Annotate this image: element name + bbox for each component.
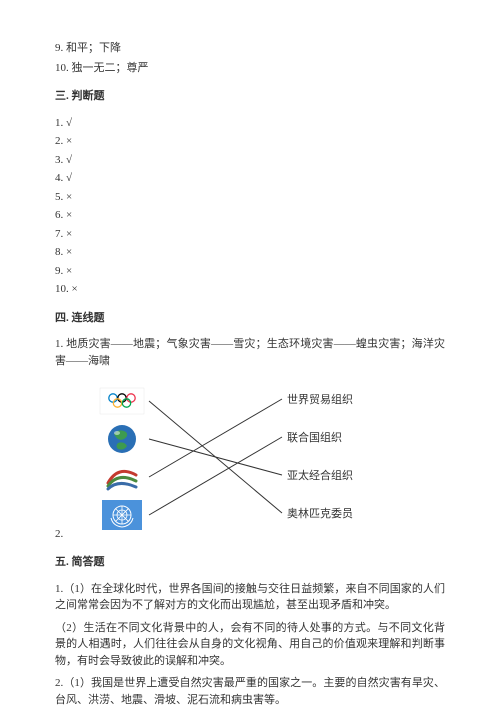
- judge-1: 1. √: [55, 115, 445, 132]
- judge-5: 5. ×: [55, 189, 445, 206]
- matching-diagram-row: 2. 世界贸易组织联合国组织亚太经合组织奥林匹克委员: [55, 375, 445, 542]
- short-answer-1-1: 1.（1）在全球化时代，世界各国间的接触与交往日益频繁，来自不同国家的人们之间常…: [55, 581, 445, 614]
- fill-item-9: 9. 和平；下降: [55, 40, 445, 57]
- section-5-title: 五. 简答题: [55, 554, 445, 571]
- judge-7: 7. ×: [55, 226, 445, 243]
- judge-9: 9. ×: [55, 263, 445, 280]
- matching-diagram: 世界贸易组织联合国组织亚太经合组织奥林匹克委员: [87, 381, 377, 536]
- fill-item-10: 10. 独一无二；尊严: [55, 60, 445, 77]
- judge-6: 6. ×: [55, 207, 445, 224]
- judge-3: 3. √: [55, 152, 445, 169]
- judge-2: 2. ×: [55, 133, 445, 150]
- section-3-title: 三. 判断题: [55, 88, 445, 105]
- matching-q1: 1. 地质灾害——地震；气象灾害——雪灾；生态环境灾害——蝗虫灾害；海洋灾害——…: [55, 336, 445, 369]
- section-4-title: 四. 连线题: [55, 310, 445, 327]
- short-answer-1-2: （2）生活在不同文化背景中的人，会有不同的待人处事的方式。与不同文化背景的人相遇…: [55, 620, 445, 670]
- judgement-answers: 1. √ 2. × 3. √ 4. √ 5. × 6. × 7. × 8. × …: [55, 115, 445, 298]
- judge-4: 4. √: [55, 170, 445, 187]
- judge-8: 8. ×: [55, 244, 445, 261]
- short-answer-2-1: 2.（1）我国是世界上遭受自然灾害最严重的国家之一。主要的自然灾害有旱灾、台风、…: [55, 675, 445, 708]
- svg-text:亚太经合组织: 亚太经合组织: [287, 468, 353, 482]
- svg-text:联合国组织: 联合国组织: [287, 430, 342, 444]
- judge-10: 10. ×: [55, 281, 445, 298]
- svg-text:奥林匹克委员: 奥林匹克委员: [287, 506, 353, 520]
- svg-text:世界贸易组织: 世界贸易组织: [287, 392, 353, 406]
- matching-q2-number: 2.: [55, 526, 63, 543]
